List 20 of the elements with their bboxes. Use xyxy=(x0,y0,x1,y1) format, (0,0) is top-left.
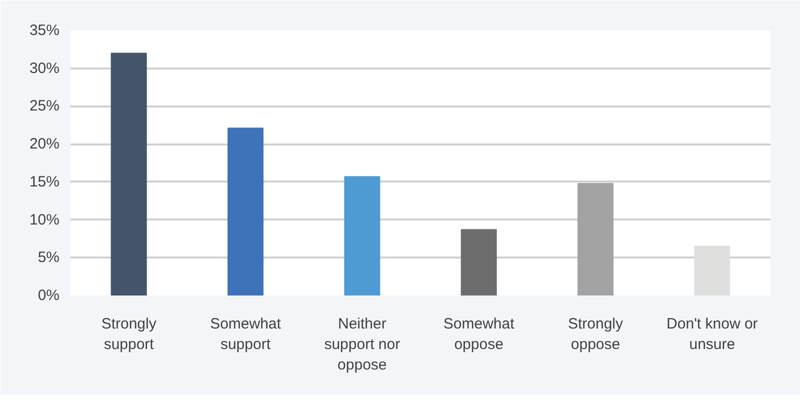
x-tick-label: Don't know or unsure xyxy=(666,316,758,353)
x-tick-label: Somewhat oppose xyxy=(443,316,516,353)
bar xyxy=(228,128,264,296)
bar xyxy=(578,182,614,296)
bar xyxy=(460,229,497,296)
y-tick-label: 25% xyxy=(29,98,60,115)
y-tick-label: 0% xyxy=(38,287,60,304)
y-tick-label: 5% xyxy=(38,249,60,266)
y-tick-label: 35% xyxy=(29,22,60,39)
y-tick-label: 15% xyxy=(29,173,60,190)
x-tick-label: Somewhat support xyxy=(210,316,282,353)
bar xyxy=(694,246,730,296)
x-tick-label: Strongly support xyxy=(101,316,157,353)
bar xyxy=(344,176,380,296)
y-tick-label: 30% xyxy=(29,60,60,77)
x-tick-label: Neither support nor oppose xyxy=(324,316,400,374)
x-tick-label: Strongly oppose xyxy=(568,316,624,353)
bar xyxy=(110,52,147,296)
y-tick-label: 10% xyxy=(29,211,60,228)
y-tick-label: 20% xyxy=(29,136,60,153)
